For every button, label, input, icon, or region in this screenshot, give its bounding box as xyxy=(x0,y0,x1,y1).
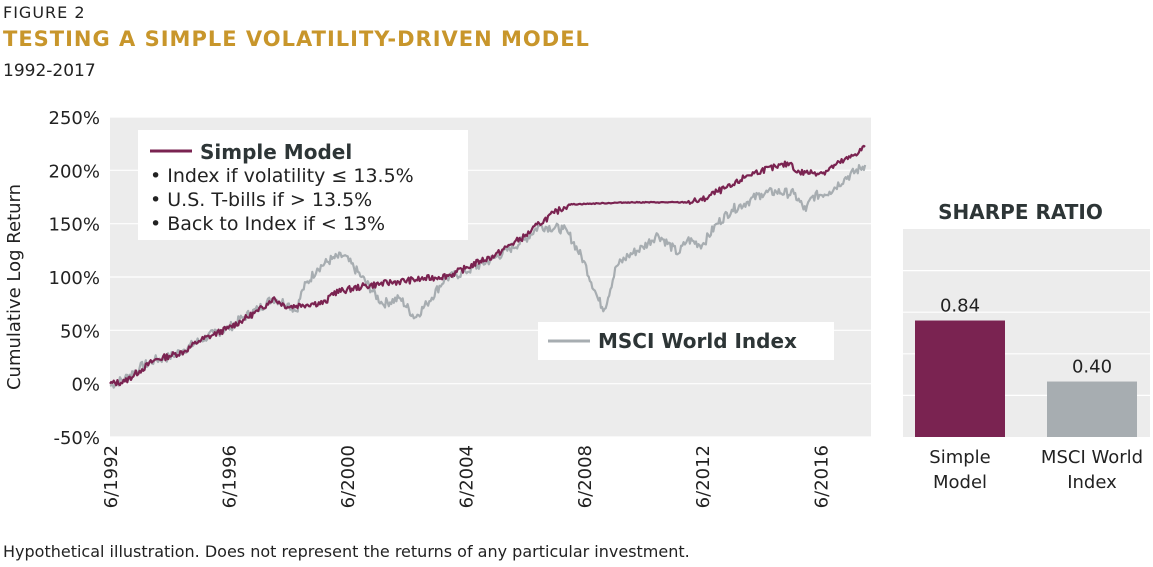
legend-bullet-tbills-rule: • U.S. T-bills if > 13.5% xyxy=(150,189,372,211)
legend-title-simple-model: Simple Model xyxy=(200,140,352,164)
bar-value-label: 0.84 xyxy=(940,296,980,317)
line-chart: -50%0%50%100%150%200%250% 6/1992 6/1996 6/… xyxy=(4,108,871,508)
bar-category-label: Simple xyxy=(929,447,990,468)
figure-title: TESTING A SIMPLE VOLATILITY-DRIVEN MODEL xyxy=(3,27,590,51)
sharpe-bar-chart: SHARPE RATIO 0.84 Simple Model 0.40 MSCI Wor… xyxy=(903,200,1150,493)
sharpe-ratio-title: SHARPE RATIO xyxy=(938,200,1103,224)
figure-label: FIGURE 2 xyxy=(3,3,86,22)
y-tick-label: 200% xyxy=(49,161,100,182)
figure-subtitle: 1992-2017 xyxy=(3,61,96,81)
bar-category-label: Index xyxy=(1067,472,1117,493)
y-tick-label: 50% xyxy=(60,321,100,342)
line-y-ticks: -50% 0% 50% 100% 150% 200% 250% xyxy=(49,108,100,449)
y-tick-label: 0% xyxy=(71,375,100,396)
legend-box-simple xyxy=(138,130,468,240)
bar-category-label: Model xyxy=(933,472,987,493)
legend-title-msci: MSCI World Index xyxy=(598,329,797,353)
series-line-simple-model xyxy=(109,144,866,387)
y-tick-label: -50% xyxy=(53,428,100,449)
legend-bullet-back-rule: • Back to Index if < 13% xyxy=(150,213,385,235)
footnote: Hypothetical illustration. Does not repr… xyxy=(3,542,690,561)
line-x-ticks: 6/1992 6/1996 6/2000 6/2004 6/2008 6/2012 6/20… xyxy=(101,445,833,508)
x-tick-label: 6/2004 xyxy=(456,445,477,508)
x-tick-label: 6/1992 xyxy=(101,445,122,508)
bar-msci-world-index xyxy=(1047,381,1137,437)
legend-bullet-index-rule: • Index if volatility ≤ 13.5% xyxy=(150,165,414,187)
y-tick-label: 250% xyxy=(49,108,100,129)
y-axis-label: Cumulative Log Return xyxy=(4,184,25,390)
x-tick-label: 6/2016 xyxy=(812,445,833,508)
x-tick-label: 6/1996 xyxy=(219,445,240,508)
x-tick-label: 6/2012 xyxy=(693,445,714,508)
bar-simple-model xyxy=(915,320,1005,437)
line-series-group xyxy=(109,144,867,389)
bar-marks: 0.84 Simple Model 0.40 MSCI World Index xyxy=(915,296,1143,493)
x-tick-label: 6/2008 xyxy=(575,445,596,508)
y-tick-label: 150% xyxy=(49,215,100,236)
x-tick-label: 6/2000 xyxy=(338,445,359,508)
bar-category-label: MSCI World xyxy=(1041,447,1143,468)
bar-value-label: 0.40 xyxy=(1072,357,1112,378)
y-tick-label: 100% xyxy=(49,268,100,289)
